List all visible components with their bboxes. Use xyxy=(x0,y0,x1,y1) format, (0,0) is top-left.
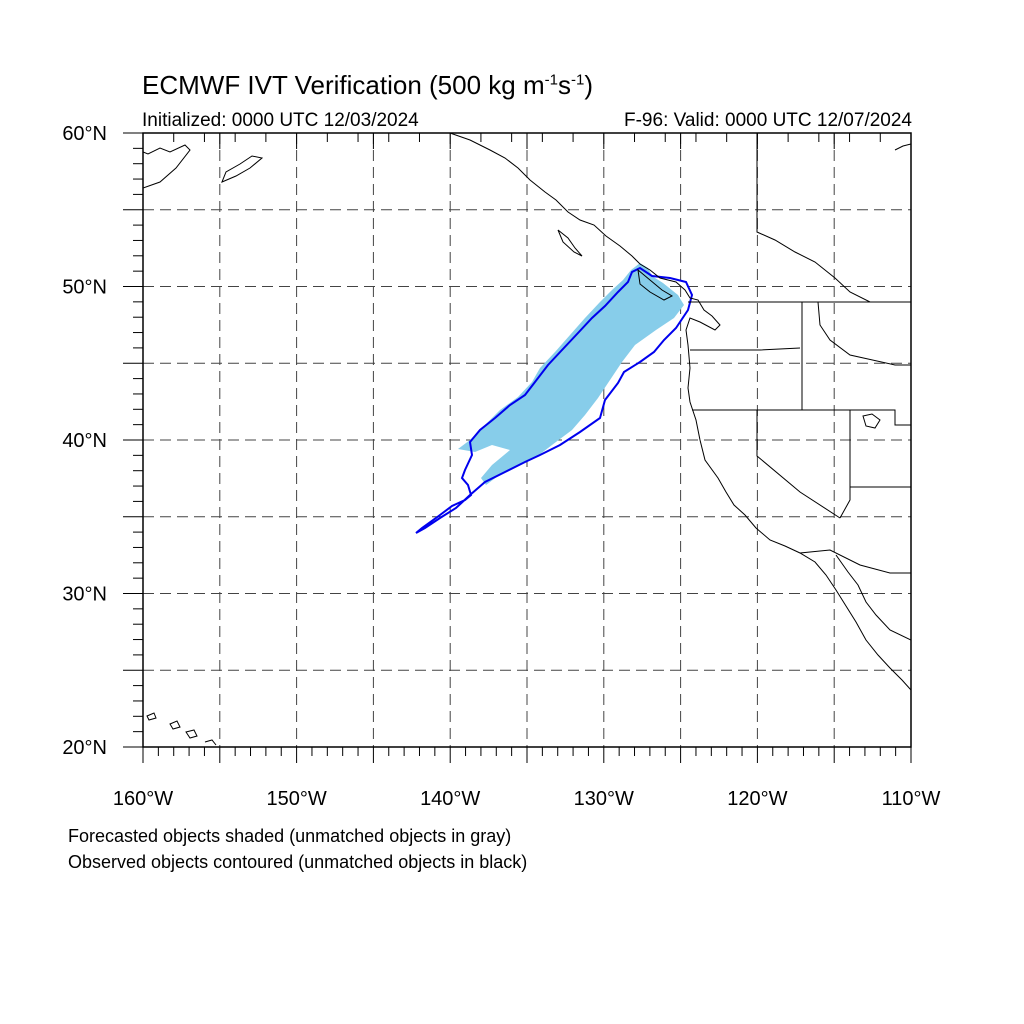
valid-time: F-96: Valid: 0000 UTC 12/07/2024 xyxy=(624,110,912,131)
lon-tick-label: 110°W xyxy=(882,788,941,810)
lon-tick-label: 120°W xyxy=(727,788,787,810)
legend-forecast-note: Forecasted objects shaded (unmatched obj… xyxy=(68,826,512,846)
lon-tick-label: 160°W xyxy=(113,788,173,810)
lat-tick-label: 60°N xyxy=(62,123,107,145)
axis-ticks xyxy=(123,132,912,763)
chart-title: ECMWF IVT Verification (500 kg m-1s-1) xyxy=(142,70,593,100)
lat-tick-label: 20°N xyxy=(62,737,107,759)
observed-ivt-object xyxy=(415,266,694,534)
lat-tick-label: 30°N xyxy=(62,584,107,606)
coastlines xyxy=(143,133,911,746)
axis-tick-labels: 160°W 150°W 140°W 130°W 120°W 110°W 20°N 30°N 40… xyxy=(62,123,940,810)
forecast-ivt-object xyxy=(458,263,684,485)
lon-tick-label: 150°W xyxy=(266,788,326,810)
initialized-time: Initialized: 0000 UTC 12/03/2024 xyxy=(142,110,419,131)
lon-tick-label: 140°W xyxy=(420,788,480,810)
lat-tick-label: 40°N xyxy=(62,430,107,452)
political-boundaries xyxy=(688,133,911,574)
lon-tick-label: 130°W xyxy=(574,788,634,810)
lat-tick-label: 50°N xyxy=(62,277,107,299)
legend-observed-note: Observed objects contoured (unmatched ob… xyxy=(68,852,528,872)
